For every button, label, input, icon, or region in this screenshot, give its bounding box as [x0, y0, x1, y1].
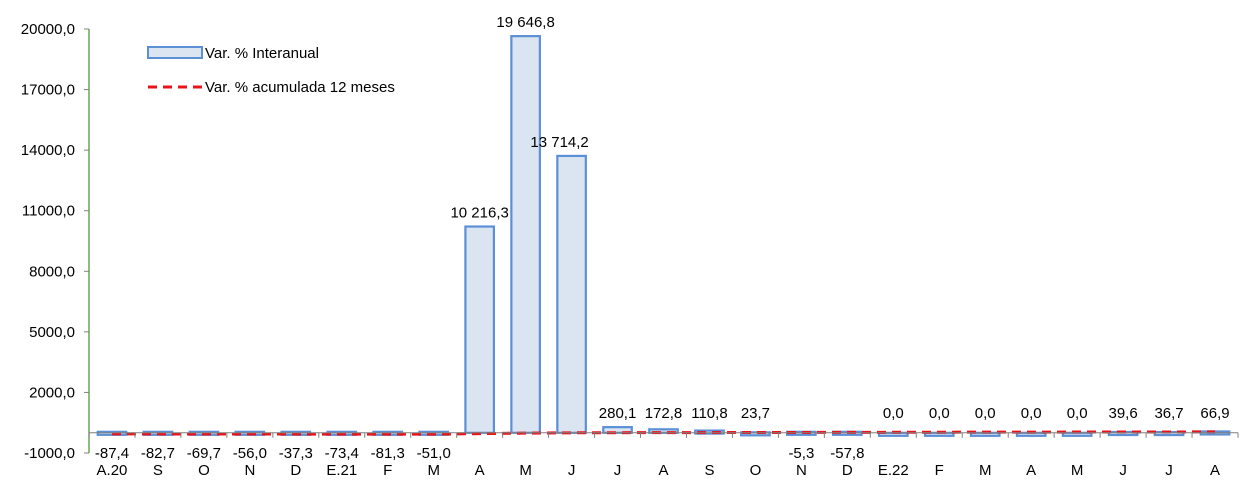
data-label: 110,8	[691, 405, 727, 422]
data-label: -37,3	[279, 445, 313, 462]
data-label: 172,8	[645, 405, 683, 422]
x-tick-label: E.21	[326, 462, 357, 479]
x-tick-label: O	[198, 462, 210, 479]
x-tick-label: M	[979, 462, 992, 479]
legend: Var. % Interanual Var. % acumulada 12 me…	[147, 45, 395, 96]
x-tick-label: F	[383, 462, 392, 479]
cumulative-line-path	[111, 430, 1216, 436]
y-tick-label: 20000,0	[21, 21, 75, 38]
x-tick-label: J	[568, 462, 576, 479]
data-label: -87,4	[95, 445, 129, 462]
x-tick-label: D	[842, 462, 853, 479]
data-label: -56,0	[233, 445, 267, 462]
y-axis: -1000,0 2000,0 5000,0 8000,0 11000,0 14000,0 1…	[21, 21, 90, 462]
data-label: 0,0	[1067, 405, 1088, 422]
bar	[464, 225, 496, 434]
x-tick-label: F	[935, 462, 944, 479]
data-label: 0,0	[975, 405, 996, 422]
data-label: -73,4	[325, 445, 359, 462]
cumulative-line	[111, 430, 1216, 436]
data-label: -51,0	[417, 445, 451, 462]
x-tick-label: O	[750, 462, 762, 479]
data-label: 10 216,3	[450, 205, 508, 222]
x-tick-label: J	[614, 462, 622, 479]
y-tick-label: 2000,0	[29, 384, 75, 401]
x-tick-label: D	[290, 462, 301, 479]
x-tick-label: S	[704, 462, 714, 479]
y-tick-label: -1000,0	[24, 445, 75, 462]
x-tick-label: A	[475, 462, 485, 479]
x-axis: A.20 S O N D E.21 F M A M J J A S O N D E.22 F M A M J J A	[88, 432, 1239, 479]
legend-bar-swatch	[147, 46, 203, 59]
y-tick-label: 8000,0	[29, 263, 75, 280]
x-tick-label: A.20	[97, 462, 128, 479]
x-tick-label: E.22	[878, 462, 909, 479]
data-label: -82,7	[141, 445, 175, 462]
data-label: 13 714,2	[530, 134, 588, 151]
data-label: -69,7	[187, 445, 221, 462]
data-label: -81,3	[371, 445, 405, 462]
data-label: 66,9	[1200, 405, 1229, 422]
legend-line-label: Var. % acumulada 12 meses	[205, 79, 395, 96]
y-tick-label: 17000,0	[21, 82, 75, 99]
bar	[556, 154, 587, 434]
data-label: 0,0	[929, 405, 950, 422]
data-labels: -87,4 -82,7 -69,7 -56,0 -37,3 -73,4 -81,3 -51,0…	[95, 14, 1230, 462]
legend-bar-label: Var. % Interanual	[205, 45, 319, 62]
x-tick-label: M	[519, 462, 532, 479]
y-tick-label: 14000,0	[21, 142, 75, 159]
x-tick-label: A	[1210, 462, 1220, 479]
x-tick-label: M	[427, 462, 440, 479]
x-tick-label: A	[658, 462, 668, 479]
data-label: 23,7	[741, 405, 770, 422]
data-label: 0,0	[883, 405, 904, 422]
x-tick-label: N	[796, 462, 807, 479]
data-label: -57,8	[830, 445, 864, 462]
data-label: 36,7	[1154, 405, 1183, 422]
x-tick-label: J	[1165, 462, 1173, 479]
data-label: 39,6	[1108, 405, 1137, 422]
data-label: 0,0	[1021, 405, 1042, 422]
x-tick-label: J	[1119, 462, 1127, 479]
x-tick-label: S	[153, 462, 163, 479]
x-tick-label: M	[1071, 462, 1084, 479]
bar	[694, 429, 725, 435]
data-label: -5,3	[788, 445, 814, 462]
data-label: 280,1	[599, 405, 637, 422]
bar	[510, 35, 541, 434]
y-tick-label: 5000,0	[29, 324, 75, 341]
bars	[96, 35, 1231, 437]
x-tick-label: A	[1026, 462, 1036, 479]
y-tick-label: 11000,0	[22, 203, 75, 220]
data-label: 19 646,8	[496, 14, 554, 31]
x-tick-label: N	[244, 462, 255, 479]
